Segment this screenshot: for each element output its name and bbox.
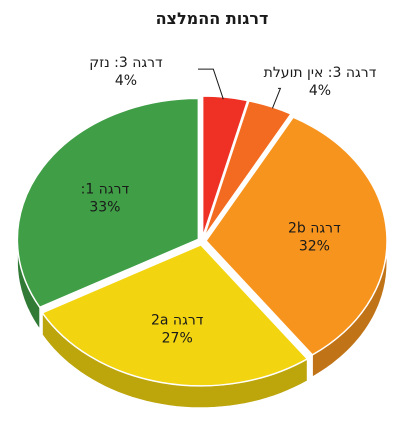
slice-value-4: 33% (89, 199, 120, 215)
slice-value-3: 27% (162, 330, 193, 346)
chart-title: דרגות ההמלצה (156, 9, 269, 28)
slice-label-4: דרגה 1: (81, 181, 130, 197)
slice-value-2: 32% (299, 238, 330, 254)
pie-labels: דרגה 3: נזק 4% דרגה 3: אין תועלת 4% דרגה 2b 3… (81, 55, 377, 346)
slice-1 (203, 99, 293, 238)
slice-4 (16, 97, 200, 309)
slice-0 (201, 95, 249, 238)
slice-label-1: דרגה 3: אין תועלת (264, 65, 377, 81)
slice-2 (205, 116, 388, 356)
slice-value-0: 4% (115, 73, 137, 89)
slice-label-2: דרגה 2b (288, 220, 341, 236)
slice-3 (41, 243, 309, 387)
leader-line-0 (198, 68, 224, 100)
leader-line-1 (271, 87, 282, 109)
pie-slices (16, 95, 388, 387)
slice-value-1: 4% (309, 83, 331, 99)
slice-label-0: דרגה 3: נזק (89, 55, 163, 71)
slice-label-3: דרגה 2a (151, 312, 204, 328)
